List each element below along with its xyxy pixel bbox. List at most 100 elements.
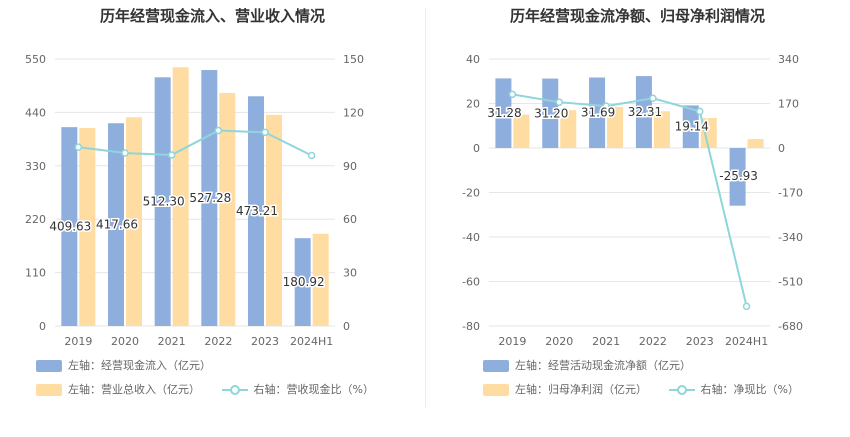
x-tick: 2022 xyxy=(639,335,667,348)
chart-plot: 0 110 220 330 440 550 0 30 60 90 120 150 2019 2020 202… xyxy=(25,53,364,348)
bar xyxy=(607,106,624,148)
data-label: 473.21 xyxy=(236,204,278,218)
y-tick-right: 170 xyxy=(778,98,799,111)
bar xyxy=(729,148,746,206)
bar xyxy=(700,117,717,148)
bar xyxy=(248,96,264,327)
x-tick: 2020 xyxy=(545,335,573,348)
data-label: 180.92 xyxy=(283,275,325,289)
chart-title: 历年经营现金流净额、归母净利润情况 xyxy=(509,7,765,25)
x-tick: 2020 xyxy=(111,335,139,348)
data-label: -25.93 xyxy=(719,169,758,183)
y-tick-left: 110 xyxy=(25,267,46,280)
y-tick-left: 220 xyxy=(25,213,46,226)
legend-item[interactable]: 右轴：营收现金比（%） xyxy=(221,382,374,398)
series-line xyxy=(78,129,313,157)
line-point xyxy=(742,302,751,311)
x-tick: 2021 xyxy=(158,335,186,348)
chart-legend: 左轴：经营现金流入（亿元） 左轴：营业总收入（亿元） 右轴：营收现金比（%） xyxy=(36,358,421,398)
legend-item[interactable]: 左轴：营业总收入（亿元） xyxy=(36,382,200,398)
legend-swatch xyxy=(36,384,62,396)
x-tick: 2023 xyxy=(686,335,714,348)
y-tick-right: 150 xyxy=(343,53,364,66)
legend-label: 右轴：营收现金比（%） xyxy=(253,383,374,396)
x-tick: 2024H1 xyxy=(290,335,333,348)
x-tick: 2024H1 xyxy=(725,335,768,348)
y-tick-left: -40 xyxy=(462,231,480,244)
x-tick: 2022 xyxy=(204,335,232,348)
line-point xyxy=(261,128,269,137)
bar xyxy=(682,105,699,148)
data-label: 31.20 xyxy=(534,106,568,120)
legend-line-icon xyxy=(668,384,695,396)
y-tick-right: -170 xyxy=(778,187,803,200)
bar xyxy=(542,78,559,148)
y-tick-left: 330 xyxy=(25,160,46,173)
y-tick-right: 0 xyxy=(778,142,785,155)
bar xyxy=(495,78,512,148)
bar xyxy=(154,77,171,326)
y-tick-right: 0 xyxy=(343,320,350,333)
data-label: 31.69 xyxy=(581,106,615,120)
chart-plot: -80 -60 -40 -20 0 20 40 -680 -510 -340 -170 0 170 340… xyxy=(462,53,803,348)
bar xyxy=(747,139,764,148)
y-tick-left: -20 xyxy=(462,187,480,200)
line-point xyxy=(649,94,657,103)
legend-label: 左轴：经营现金流入（亿元） xyxy=(68,359,211,372)
legend-item[interactable]: 左轴：经营现金流入（亿元） xyxy=(36,358,211,374)
series-line xyxy=(512,93,748,307)
x-tick: 2023 xyxy=(251,335,279,348)
legend-label: 左轴：归母净利润（亿元） xyxy=(515,383,647,396)
legend-label: 右轴：净现比（%） xyxy=(700,383,799,396)
legend-swatch xyxy=(36,360,62,372)
data-label: 512.30 xyxy=(143,195,185,209)
y-tick-left: 40 xyxy=(466,53,480,66)
y-tick-left: 0 xyxy=(39,320,46,333)
y-tick-right: -340 xyxy=(778,231,803,244)
legend-line-icon xyxy=(221,384,248,396)
bar xyxy=(312,233,329,326)
legend-item[interactable]: 左轴：归母净利润（亿元） xyxy=(483,382,647,398)
chart-panel-left: 历年经营现金流入、营业收入情况 0 110 220 330 440 550 0 30 60 90 1… xyxy=(25,7,421,398)
bar xyxy=(126,117,142,326)
bar xyxy=(589,77,606,148)
x-tick: 2019 xyxy=(498,335,526,348)
y-tick-right: -510 xyxy=(778,276,803,289)
line-point xyxy=(214,126,223,135)
y-tick-left: -60 xyxy=(462,276,480,289)
legend-item[interactable]: 右轴：净现比（%） xyxy=(668,382,799,398)
data-label: 19.14 xyxy=(675,120,709,134)
line-point xyxy=(696,107,704,116)
bar xyxy=(172,67,189,327)
y-tick-left: 20 xyxy=(466,98,480,111)
legend-label: 左轴：经营活动现金流净额（亿元） xyxy=(515,359,691,372)
bar xyxy=(266,114,282,326)
line-point xyxy=(167,151,176,159)
chart-title: 历年经营现金流入、营业收入情况 xyxy=(99,7,325,25)
x-tick: 2019 xyxy=(64,335,92,348)
line-point xyxy=(74,143,83,151)
line-point xyxy=(121,149,129,157)
bar xyxy=(635,76,652,148)
line-point xyxy=(602,102,610,110)
legend-swatch xyxy=(483,360,509,372)
data-label: 31.28 xyxy=(487,106,521,120)
bar xyxy=(79,127,96,327)
y-tick-right: 120 xyxy=(343,106,364,119)
chart-legend: 左轴：经营活动现金流净额（亿元） 左轴：归母净利润（亿元） 右轴：净现比（%） xyxy=(483,358,848,398)
bar xyxy=(61,127,78,327)
legend-item[interactable]: 左轴：经营活动现金流净额（亿元） xyxy=(483,358,691,374)
y-tick-right: 340 xyxy=(778,53,799,66)
bar xyxy=(294,238,311,326)
legend-label: 左轴：营业总收入（亿元） xyxy=(68,383,200,396)
y-tick-left: 440 xyxy=(25,106,46,119)
line-point xyxy=(508,90,517,99)
bar xyxy=(560,110,577,148)
x-tick: 2021 xyxy=(592,335,620,348)
data-label: 409.63 xyxy=(49,220,91,234)
y-tick-left: 550 xyxy=(25,53,46,66)
chart-panel-right: 历年经营现金流净额、归母净利润情况 -80 -60 -40 -20 0 20 40 -680-… xyxy=(425,0,850,437)
y-tick-left: 0 xyxy=(473,142,480,155)
data-label: 417.66 xyxy=(96,218,138,232)
bar xyxy=(513,114,530,148)
